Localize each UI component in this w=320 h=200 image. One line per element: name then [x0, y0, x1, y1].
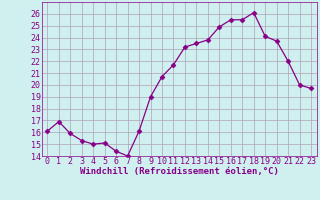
X-axis label: Windchill (Refroidissement éolien,°C): Windchill (Refroidissement éolien,°C)	[80, 167, 279, 176]
